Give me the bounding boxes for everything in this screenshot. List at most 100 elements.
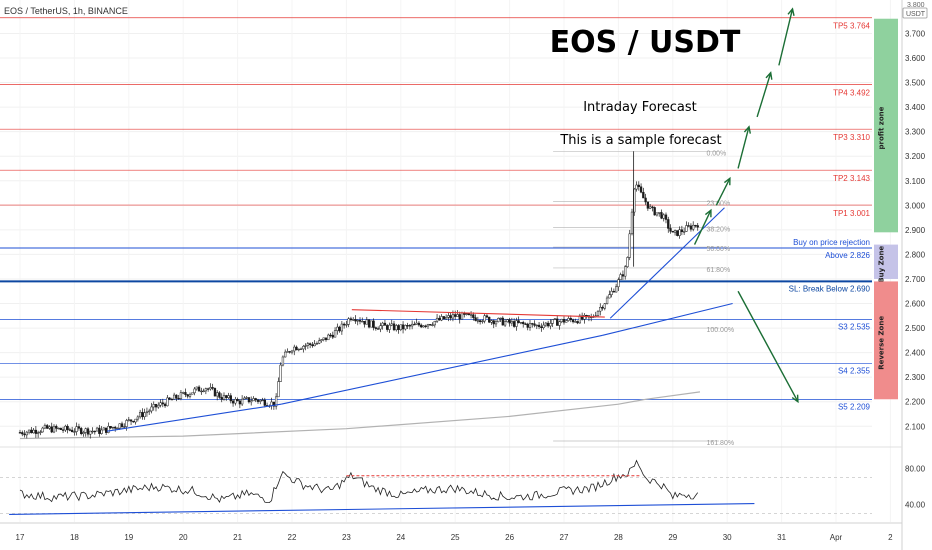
candle-body [195, 386, 198, 390]
candle-body [417, 322, 421, 326]
candle-body [438, 317, 441, 321]
candle-body [302, 346, 305, 350]
candle-body [170, 398, 174, 401]
time-axis[interactable]: 17 18 19 20 21 22 23 24 25 26 27 28 29 30 31 Apr 2 [0, 446, 902, 542]
candle-body [374, 327, 378, 329]
candle-body [141, 411, 144, 418]
candle-body [143, 412, 146, 418]
candle-body [694, 224, 697, 227]
candle-body [61, 429, 65, 431]
candle-body [175, 394, 178, 399]
candle-body [250, 400, 253, 403]
candle-body [551, 319, 554, 324]
candle-body [648, 206, 652, 209]
candle-body [422, 325, 425, 328]
candle-body [293, 346, 296, 352]
forecast-arrow-head [723, 176, 731, 186]
candle-body [272, 401, 276, 407]
candle-body [82, 432, 85, 435]
candle-body [680, 229, 684, 233]
candle-body [23, 433, 26, 436]
candle-body [193, 388, 196, 394]
candle-body [528, 323, 532, 328]
candle-body [426, 324, 430, 327]
candle-body [639, 186, 643, 193]
forecast-arrow-shaft [737, 290, 799, 403]
candle-body [299, 348, 303, 350]
level-label: S4 2.355 [838, 367, 871, 376]
candle-body [277, 381, 280, 398]
candle-body [367, 319, 371, 328]
candle-body [526, 323, 529, 328]
candle-body [669, 228, 672, 232]
y-tick-label: 2.900 [905, 226, 926, 235]
candle-body [497, 318, 500, 323]
candle-body [472, 314, 475, 318]
price-axis[interactable]: 3.700 3.600 3.500 3.400 3.300 3.200 3.100 3.000… [901, 0, 926, 550]
candle-body [395, 325, 398, 331]
candle-body [236, 398, 239, 402]
y-tick-label: 3.400 [905, 103, 926, 112]
rsi-pane: 80.00 40.00 [0, 459, 926, 515]
x-tick-label: 30 [723, 533, 732, 542]
candle-body [329, 334, 332, 337]
candle-body [501, 317, 504, 326]
candle-body [263, 399, 266, 406]
candle-body [109, 426, 112, 429]
candle-body [243, 397, 246, 400]
candle-body [481, 320, 484, 323]
candle-body [32, 429, 35, 434]
candle-body [508, 319, 511, 324]
candle-body [118, 423, 121, 429]
candle-body [537, 324, 541, 327]
candle-body [245, 397, 248, 399]
rsi-tick-label: 40.00 [905, 501, 926, 510]
candle-body [664, 214, 668, 220]
forecast-arrow-shaft [737, 126, 750, 169]
candle-body [660, 212, 663, 219]
candle-body [469, 314, 473, 316]
x-tick-label: 25 [451, 533, 460, 542]
candle-body [18, 432, 22, 434]
candle-body [658, 212, 661, 214]
candle-body [238, 400, 242, 405]
y-tick-label: 2.200 [905, 398, 926, 407]
candle-body [617, 279, 620, 288]
forecast-arrow-shaft [756, 72, 772, 118]
candle-body [95, 427, 99, 432]
candle-body [667, 219, 670, 229]
candle-body [637, 184, 640, 188]
candle-body [485, 315, 489, 318]
zone-box [874, 244, 898, 279]
candle-body [531, 323, 534, 325]
candle-body [27, 429, 31, 433]
candle-body [120, 423, 124, 427]
candle-body [256, 399, 260, 402]
candle-body [361, 321, 364, 323]
candle-body [533, 323, 536, 326]
level-label: TP3 3.310 [833, 133, 870, 142]
candle-body [333, 330, 337, 338]
candle-body [442, 316, 446, 320]
candle-body [499, 317, 502, 320]
fib-label: 50.00% [706, 246, 730, 253]
level-label: TP2 3.143 [833, 174, 870, 183]
ma-line [19, 391, 701, 440]
level-label: TP5 3.764 [833, 22, 870, 31]
candle-body [460, 312, 464, 320]
candle-body [227, 395, 230, 398]
candle-body [383, 322, 387, 326]
candle-body [515, 320, 518, 327]
rsi-line [19, 459, 699, 504]
candle-body [75, 426, 78, 432]
candle-body [211, 387, 214, 389]
candle-body [322, 337, 325, 340]
candle-body [410, 323, 414, 327]
candle-body [148, 410, 151, 413]
fib-label: 0.00% [706, 150, 726, 157]
y-tick-label: 2.600 [905, 300, 926, 309]
trendlines [106, 207, 733, 432]
candle-body [644, 197, 647, 203]
candle-body [261, 399, 264, 402]
